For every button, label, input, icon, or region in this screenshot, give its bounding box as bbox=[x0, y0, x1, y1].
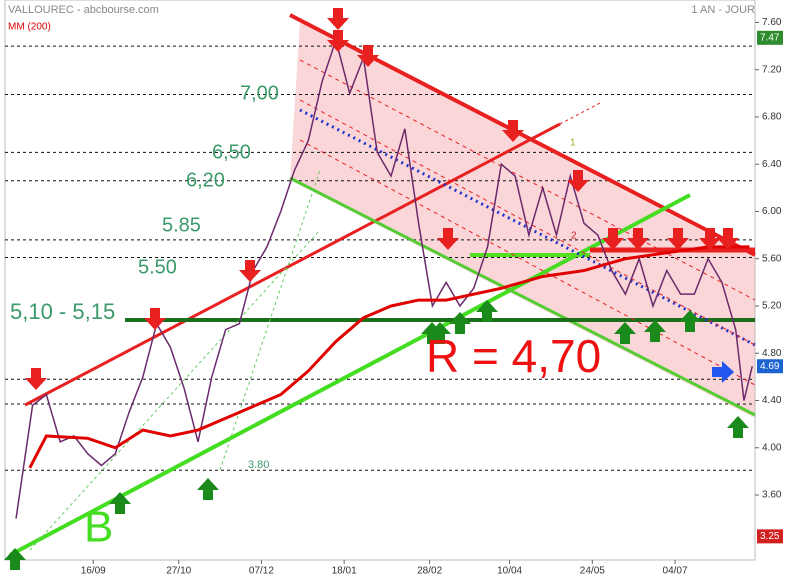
plot-frame bbox=[4, 0, 756, 561]
trend-line bbox=[299, 99, 756, 346]
price-label-box bbox=[757, 359, 783, 374]
x-tick-label: 10/04 bbox=[497, 566, 522, 577]
y-tick-label: 6.40 bbox=[762, 159, 782, 170]
annotation: B bbox=[84, 503, 113, 552]
buy-arrow bbox=[644, 320, 666, 342]
price-label: 3.25 bbox=[760, 531, 780, 542]
chart-title: VALLOUREC - abcbourse.com bbox=[8, 4, 159, 16]
annotation: 2 bbox=[571, 231, 577, 242]
sell-arrow bbox=[717, 228, 739, 250]
annotation: 5.50 bbox=[138, 256, 177, 278]
annotation: 5,10 - 5,15 bbox=[10, 299, 115, 324]
annotation: 6,20 bbox=[186, 169, 225, 191]
signal-arrow bbox=[712, 361, 734, 383]
sell-arrow bbox=[25, 368, 47, 390]
x-tick-label: 24/05 bbox=[580, 566, 605, 577]
y-tick-label: 7.20 bbox=[762, 64, 782, 75]
sell-arrow bbox=[239, 260, 261, 282]
y-tick-label: 7.60 bbox=[762, 17, 782, 28]
trend-line bbox=[559, 102, 601, 125]
x-tick-label: 18/01 bbox=[332, 566, 357, 577]
annotation: R = 4,70 bbox=[426, 330, 601, 382]
x-tick-label: 07/12 bbox=[249, 566, 274, 577]
price-label: 7.47 bbox=[760, 32, 780, 43]
x-tick-label: 16/09 bbox=[81, 566, 106, 577]
sell-arrow bbox=[667, 228, 689, 250]
buy-arrow bbox=[476, 300, 498, 322]
sell-arrow bbox=[699, 228, 721, 250]
y-tick-label: 4.40 bbox=[762, 395, 782, 406]
y-axis-panel bbox=[756, 0, 800, 580]
sell-arrow bbox=[327, 8, 349, 30]
y-tick-label: 3.60 bbox=[762, 490, 782, 501]
buy-arrow bbox=[449, 312, 471, 334]
period-label: 1 AN - JOUR bbox=[691, 4, 755, 16]
annotation: 5.85 bbox=[162, 214, 201, 236]
sell-arrow bbox=[327, 30, 349, 52]
trend-line bbox=[24, 122, 561, 407]
ma-label: MM (200) bbox=[8, 22, 51, 33]
trend-line bbox=[219, 169, 321, 471]
x-tick-label: 28/02 bbox=[417, 566, 442, 577]
y-tick-label: 4.00 bbox=[762, 442, 782, 453]
sell-arrow bbox=[627, 228, 649, 250]
price-line bbox=[15, 37, 753, 519]
y-tick-label: 5.20 bbox=[762, 301, 782, 312]
sell-arrow bbox=[502, 120, 524, 142]
sell-arrow bbox=[357, 45, 379, 67]
x-tick-label: 27/10 bbox=[166, 566, 191, 577]
buy-arrow bbox=[109, 492, 131, 514]
y-tick-label: 6.80 bbox=[762, 112, 782, 123]
buy-arrow bbox=[614, 322, 636, 344]
trend-line bbox=[299, 108, 756, 347]
annotation: 3.80 bbox=[248, 459, 269, 471]
price-label: 4.69 bbox=[760, 361, 780, 372]
price-label-box bbox=[757, 529, 783, 544]
trend-line bbox=[299, 59, 756, 301]
sell-arrow bbox=[602, 228, 624, 250]
buy-arrow bbox=[679, 310, 701, 332]
sell-arrow bbox=[144, 308, 166, 330]
price-label-box bbox=[757, 30, 783, 45]
buy-arrow bbox=[429, 322, 451, 344]
y-tick-label: 4.80 bbox=[762, 348, 782, 359]
trend-line bbox=[299, 139, 756, 386]
sell-arrow bbox=[437, 228, 459, 250]
moving-average bbox=[28, 245, 750, 469]
annotation: 1 bbox=[570, 138, 576, 149]
y-tick-label: 6.00 bbox=[762, 206, 782, 217]
trend-line bbox=[289, 176, 756, 417]
y-tick-label: 5.60 bbox=[762, 253, 782, 264]
buy-arrow bbox=[197, 478, 219, 500]
buy-arrow bbox=[4, 548, 26, 570]
annotation: 7,00 bbox=[240, 82, 279, 104]
annotation: 6,50 bbox=[212, 141, 251, 163]
sell-arrow bbox=[567, 170, 589, 192]
x-tick-label: 04/07 bbox=[663, 566, 688, 577]
buy-arrow bbox=[727, 416, 749, 438]
